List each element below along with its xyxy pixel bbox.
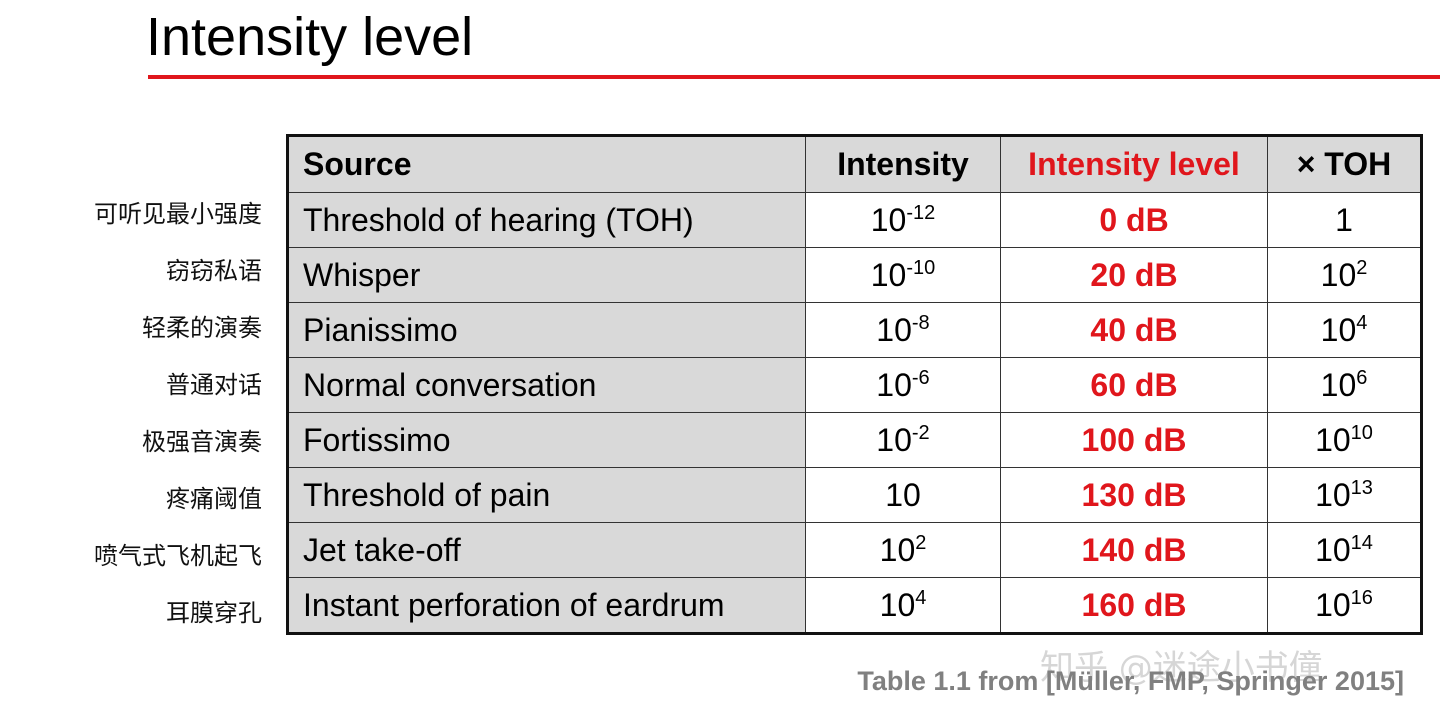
- toh-exponent: 10: [1350, 421, 1373, 444]
- cell-intensity-level: 130 dB: [1000, 467, 1268, 523]
- table-row: Jet take-off 102 140 dB 1014: [287, 522, 1422, 578]
- cell-source: Normal conversation: [287, 357, 806, 413]
- intensity-base: 10: [870, 201, 907, 238]
- cell-toh-multiple: 1016: [1267, 577, 1422, 634]
- cell-toh-multiple: 1013: [1267, 467, 1422, 523]
- cell-intensity: 10: [805, 467, 1001, 523]
- cell-intensity-level: 160 dB: [1000, 577, 1268, 634]
- side-label: 可听见最小强度: [94, 200, 262, 228]
- header-intensity: Intensity: [805, 135, 1001, 193]
- toh-exponent: 6: [1356, 366, 1368, 389]
- intensity-base: 10: [876, 366, 912, 403]
- table-caption: Table 1.1 from [Müller, FMP, Springer 20…: [857, 666, 1404, 696]
- cell-source: Whisper: [287, 247, 806, 303]
- intensity-base: 10: [876, 311, 912, 348]
- cell-intensity: 10-2: [805, 412, 1001, 468]
- intensity-base: 10: [870, 256, 907, 293]
- cell-intensity: 104: [805, 577, 1001, 634]
- table-row: Whisper 10-10 20 dB 102: [287, 247, 1422, 303]
- cell-toh-multiple: 104: [1267, 302, 1422, 358]
- intensity-exponent: -12: [906, 201, 936, 224]
- cell-source: Jet take-off: [287, 522, 806, 578]
- header-intensity-level: Intensity level: [1000, 135, 1268, 193]
- cell-toh-multiple: 102: [1267, 247, 1422, 303]
- chinese-label-column: 可听见最小强度 窃窃私语 轻柔的演奏 普通对话 极强音演奏 疼痛阈值 喷气式飞机…: [60, 192, 262, 648]
- table-row: Threshold of pain 10 130 dB 1013: [287, 467, 1422, 523]
- toh-exponent: 13: [1350, 476, 1373, 499]
- title-underline: [148, 75, 1440, 79]
- toh-base: 10: [1315, 476, 1351, 513]
- toh-base: 10: [1320, 311, 1357, 348]
- toh-base: 10: [1315, 531, 1351, 568]
- side-label: 疼痛阈值: [166, 485, 262, 513]
- side-label: 喷气式飞机起飞: [94, 542, 262, 570]
- cell-toh-multiple: 1010: [1267, 412, 1422, 468]
- toh-base: 10: [1315, 421, 1351, 458]
- cell-intensity: 10-10: [805, 247, 1001, 303]
- cell-intensity-level: 140 dB: [1000, 522, 1268, 578]
- toh-base: 10: [1315, 586, 1351, 623]
- cell-source: Threshold of hearing (TOH): [287, 192, 806, 248]
- cell-toh-multiple: 1014: [1267, 522, 1422, 578]
- side-label: 窃窃私语: [166, 257, 262, 285]
- table-row: Threshold of hearing (TOH) 10-12 0 dB 1: [287, 192, 1422, 248]
- watermark: 知乎 @迷途小书僮: [1040, 648, 1323, 688]
- cell-intensity-level: 20 dB: [1000, 247, 1268, 303]
- intensity-exponent: -10: [906, 256, 936, 279]
- toh-exponent: 2: [1356, 256, 1368, 279]
- cell-intensity: 102: [805, 522, 1001, 578]
- table-row: Fortissimo 10-2 100 dB 1010: [287, 412, 1422, 468]
- cell-source: Pianissimo: [287, 302, 806, 358]
- table-body: Threshold of hearing (TOH) 10-12 0 dB 1 Whis…: [287, 192, 1422, 634]
- cell-intensity: 10-8: [805, 302, 1001, 358]
- cell-intensity: 10-12: [805, 192, 1001, 248]
- intensity-base: 10: [879, 586, 916, 623]
- table-header-row: Source Intensity Intensity level × TOH: [287, 135, 1422, 193]
- intensity-exponent: -6: [911, 366, 930, 389]
- cell-intensity-level: 100 dB: [1000, 412, 1268, 468]
- cell-source: Fortissimo: [287, 412, 806, 468]
- toh-exponent: 16: [1350, 586, 1373, 609]
- side-label: 耳膜穿孔: [166, 599, 262, 627]
- intensity-base: 10: [876, 421, 912, 458]
- cell-intensity-level: 40 dB: [1000, 302, 1268, 358]
- header-source: Source: [287, 135, 806, 193]
- side-label: 轻柔的演奏: [142, 314, 262, 342]
- toh-base: 1: [1335, 201, 1353, 238]
- page-title: Intensity level: [146, 7, 474, 67]
- toh-exponent: 4: [1356, 311, 1368, 334]
- cell-intensity-level: 0 dB: [1000, 192, 1268, 248]
- cell-toh-multiple: 106: [1267, 357, 1422, 413]
- intensity-exponent: 2: [915, 531, 927, 554]
- intensity-table: Source Intensity Intensity level × TOH T…: [286, 134, 1423, 635]
- cell-intensity: 10-6: [805, 357, 1001, 413]
- intensity-base: 10: [885, 476, 921, 513]
- cell-source: Threshold of pain: [287, 467, 806, 523]
- toh-base: 10: [1320, 366, 1357, 403]
- intensity-base: 10: [879, 531, 916, 568]
- cell-source: Instant perforation of eardrum: [287, 577, 806, 634]
- intensity-exponent: 4: [915, 586, 927, 609]
- header-toh: × TOH: [1267, 135, 1422, 193]
- table-row: Pianissimo 10-8 40 dB 104: [287, 302, 1422, 358]
- intensity-exponent: -8: [911, 311, 930, 334]
- cell-intensity-level: 60 dB: [1000, 357, 1268, 413]
- table-row: Instant perforation of eardrum 104 160 dB 1…: [287, 577, 1422, 634]
- side-label: 普通对话: [166, 371, 262, 399]
- cell-toh-multiple: 1: [1267, 192, 1422, 248]
- toh-exponent: 14: [1350, 531, 1373, 554]
- table-row: Normal conversation 10-6 60 dB 106: [287, 357, 1422, 413]
- side-label: 极强音演奏: [142, 428, 262, 456]
- toh-base: 10: [1320, 256, 1357, 293]
- intensity-exponent: -2: [911, 421, 930, 444]
